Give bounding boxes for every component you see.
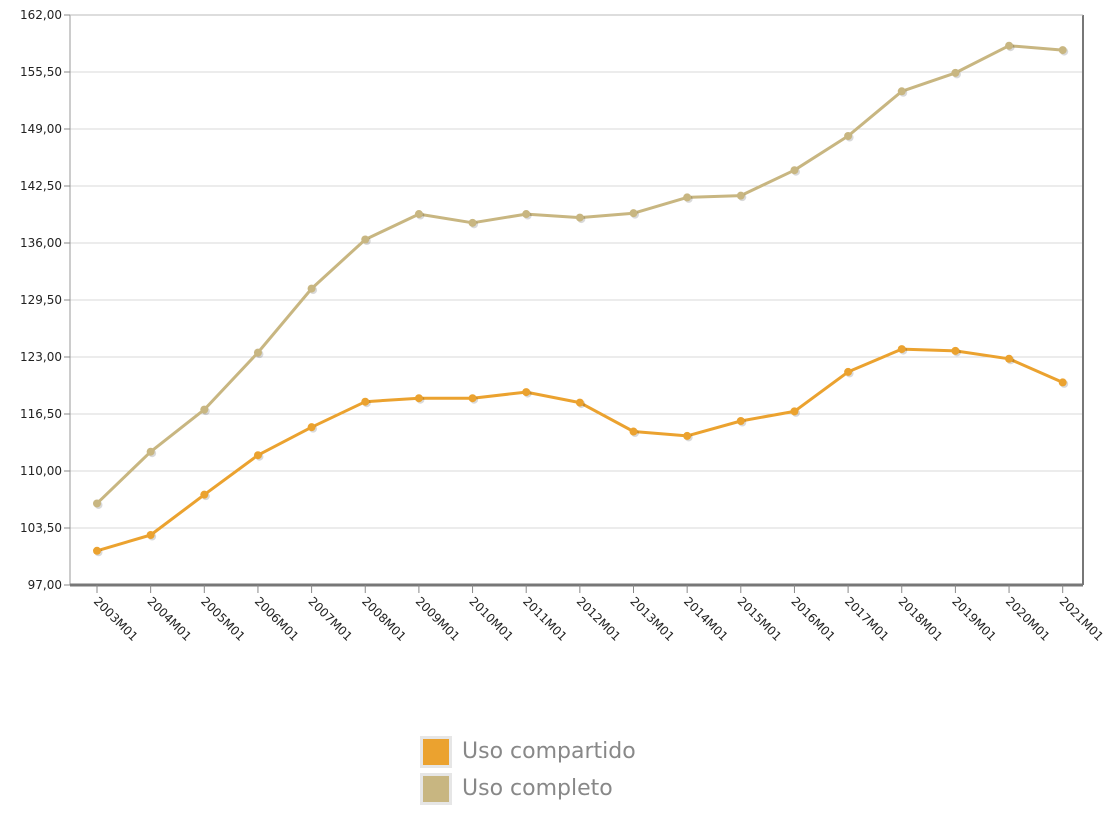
data-point[interactable] (200, 405, 209, 414)
x-tick-label: 2016M01 (788, 594, 838, 644)
legend-swatch-uso-completo (420, 772, 452, 805)
legend-swatch-uso-compartido (420, 735, 452, 768)
data-point[interactable] (575, 398, 584, 407)
x-tick-label: 2003M01 (91, 594, 141, 644)
gridlines (70, 14, 1083, 586)
series-uso-compartido (93, 345, 1069, 557)
data-point[interactable] (790, 166, 799, 175)
chart-legend: Uso compartido Uso completo (420, 735, 636, 809)
x-tick-label: 2007M01 (305, 594, 355, 644)
y-tick-label: 116,50 (20, 407, 62, 421)
series-line (95, 347, 1065, 553)
data-point[interactable] (1058, 378, 1067, 387)
y-tick-label: 149,00 (20, 122, 62, 136)
x-tick-label: 2006M01 (252, 594, 302, 644)
data-point[interactable] (951, 68, 960, 77)
data-point[interactable] (93, 499, 101, 508)
y-tick-label: 162,00 (20, 8, 62, 22)
data-point[interactable] (414, 210, 423, 219)
line-chart: 97,00 103,50 110,00 116,50 123,00 129,50 136,0… (20, 8, 1106, 644)
y-tick-label: 97,00 (28, 578, 62, 592)
x-tick-label: 2017M01 (842, 594, 892, 644)
data-point[interactable] (522, 210, 531, 219)
data-point[interactable] (629, 427, 638, 436)
x-tick-label: 2005M01 (198, 594, 248, 644)
y-axis-ticks: 97,00 103,50 110,00 116,50 123,00 129,50 136,0… (20, 8, 70, 592)
data-point[interactable] (307, 284, 316, 293)
data-point[interactable] (200, 490, 209, 499)
y-tick-label: 155,50 (20, 65, 62, 79)
data-point[interactable] (844, 367, 853, 376)
legend-item-uso-compartido[interactable]: Uso compartido (420, 735, 636, 768)
data-point[interactable] (253, 451, 262, 460)
x-tick-label: 2018M01 (896, 594, 946, 644)
y-tick-label: 129,50 (20, 293, 62, 307)
data-point[interactable] (1005, 354, 1014, 363)
x-tick-label: 2013M01 (627, 594, 677, 644)
data-point[interactable] (575, 213, 584, 222)
y-tick-label: 123,00 (20, 350, 62, 364)
x-tick-label: 2019M01 (949, 594, 999, 644)
y-tick-label: 136,00 (20, 236, 62, 250)
data-point[interactable] (951, 346, 960, 355)
x-tick-label: 2011M01 (520, 594, 570, 644)
data-point[interactable] (1058, 46, 1067, 55)
data-point[interactable] (253, 348, 262, 357)
data-point[interactable] (683, 193, 692, 202)
x-tick-label: 2010M01 (466, 594, 516, 644)
data-point[interactable] (468, 394, 477, 403)
data-point[interactable] (146, 531, 155, 540)
y-tick-label: 142,50 (20, 179, 62, 193)
data-point[interactable] (897, 345, 906, 354)
data-point[interactable] (629, 209, 638, 218)
data-point[interactable] (361, 235, 370, 244)
data-point[interactable] (790, 407, 799, 416)
x-tick-label: 2009M01 (413, 594, 463, 644)
data-point[interactable] (1005, 41, 1014, 50)
series-line (95, 44, 1065, 505)
data-point[interactable] (897, 87, 906, 96)
legend-label: Uso compartido (462, 739, 636, 764)
data-point[interactable] (736, 417, 745, 426)
data-point[interactable] (844, 132, 853, 141)
data-point[interactable] (361, 397, 370, 406)
legend-item-uso-completo[interactable]: Uso completo (420, 772, 636, 805)
series-uso-completo (93, 41, 1069, 509)
x-tick-label: 2012M01 (574, 594, 624, 644)
data-point[interactable] (522, 388, 531, 397)
x-tick-label: 2014M01 (681, 594, 731, 644)
x-tick-label: 2020M01 (1003, 594, 1053, 644)
data-point[interactable] (468, 218, 477, 227)
data-point[interactable] (736, 191, 745, 200)
data-point[interactable] (307, 423, 316, 432)
x-tick-label: 2008M01 (359, 594, 409, 644)
y-tick-label: 110,00 (20, 464, 62, 478)
data-point[interactable] (683, 431, 692, 440)
y-tick-label: 103,50 (20, 521, 62, 535)
legend-label: Uso completo (462, 776, 613, 801)
data-point[interactable] (414, 394, 423, 403)
x-tick-label: 2004M01 (145, 594, 195, 644)
series-lines (93, 41, 1069, 557)
data-point[interactable] (146, 447, 155, 456)
x-tick-label: 2021M01 (1057, 594, 1107, 644)
axes (69, 14, 1084, 587)
x-tick-label: 2015M01 (735, 594, 785, 644)
data-point[interactable] (93, 546, 101, 555)
x-axis-ticks: 2003M01 2004M01 2005M01 2006M01 2007M01 2008M… (91, 585, 1106, 644)
